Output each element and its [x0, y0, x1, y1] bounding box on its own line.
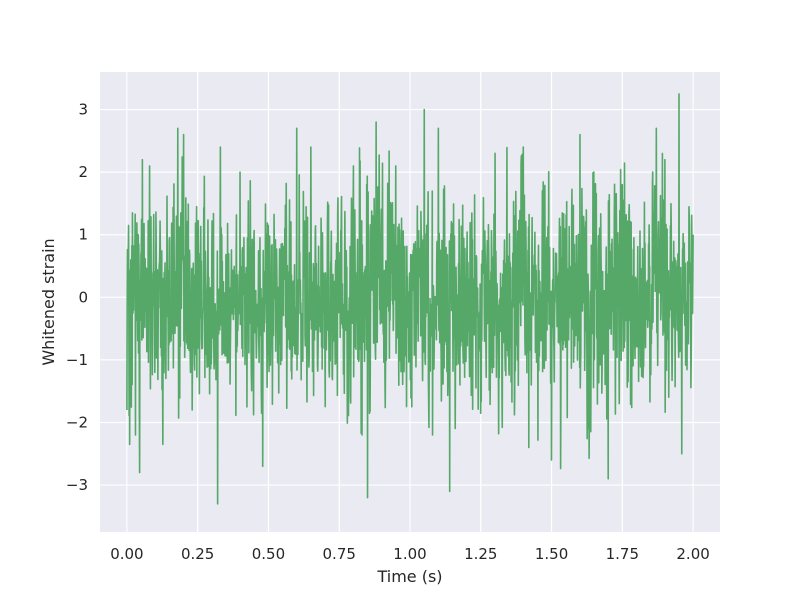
y-tick-label: 2: [78, 163, 88, 181]
x-tick-label: 0.50: [252, 545, 285, 563]
x-tick-label: 1.00: [393, 545, 426, 563]
y-tick-labels: −3 −2 −1 0 1 2 3: [66, 101, 88, 495]
x-tick-labels: 0.00 0.25 0.50 0.75 1.00 1.25 1.50 1.75 2.00: [110, 545, 710, 563]
x-tick-label: 1.50: [535, 545, 568, 563]
y-axis-label: Whitened strain: [39, 238, 58, 365]
y-tick-label: 3: [78, 101, 88, 119]
x-tick-label: 0.25: [181, 545, 214, 563]
y-tick-label: −3: [66, 476, 88, 494]
y-tick-label: 0: [78, 288, 88, 306]
y-tick-label: −2: [66, 413, 88, 431]
x-tick-label: 0.75: [323, 545, 356, 563]
x-tick-label: 0.00: [110, 545, 143, 563]
x-tick-label: 1.25: [464, 545, 497, 563]
y-tick-label: 1: [78, 226, 88, 244]
x-tick-label: 1.75: [606, 545, 639, 563]
whitened-strain-series-line: [126, 93, 694, 505]
x-tick-label: 2.00: [676, 545, 709, 563]
x-axis-label: Time (s): [376, 567, 442, 586]
y-tick-label: −1: [66, 351, 88, 369]
y-gridlines: [100, 108, 720, 486]
